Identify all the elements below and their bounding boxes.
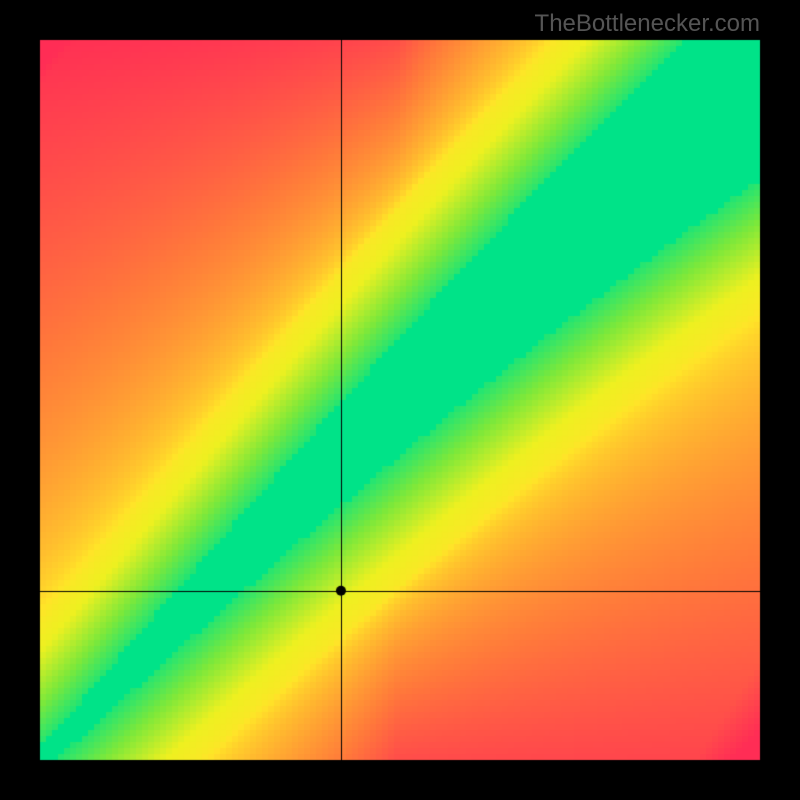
watermark-text: TheBottlenecker.com: [535, 10, 760, 38]
bottleneck-heatmap: [0, 0, 800, 800]
chart-container: TheBottlenecker.com: [0, 0, 800, 800]
